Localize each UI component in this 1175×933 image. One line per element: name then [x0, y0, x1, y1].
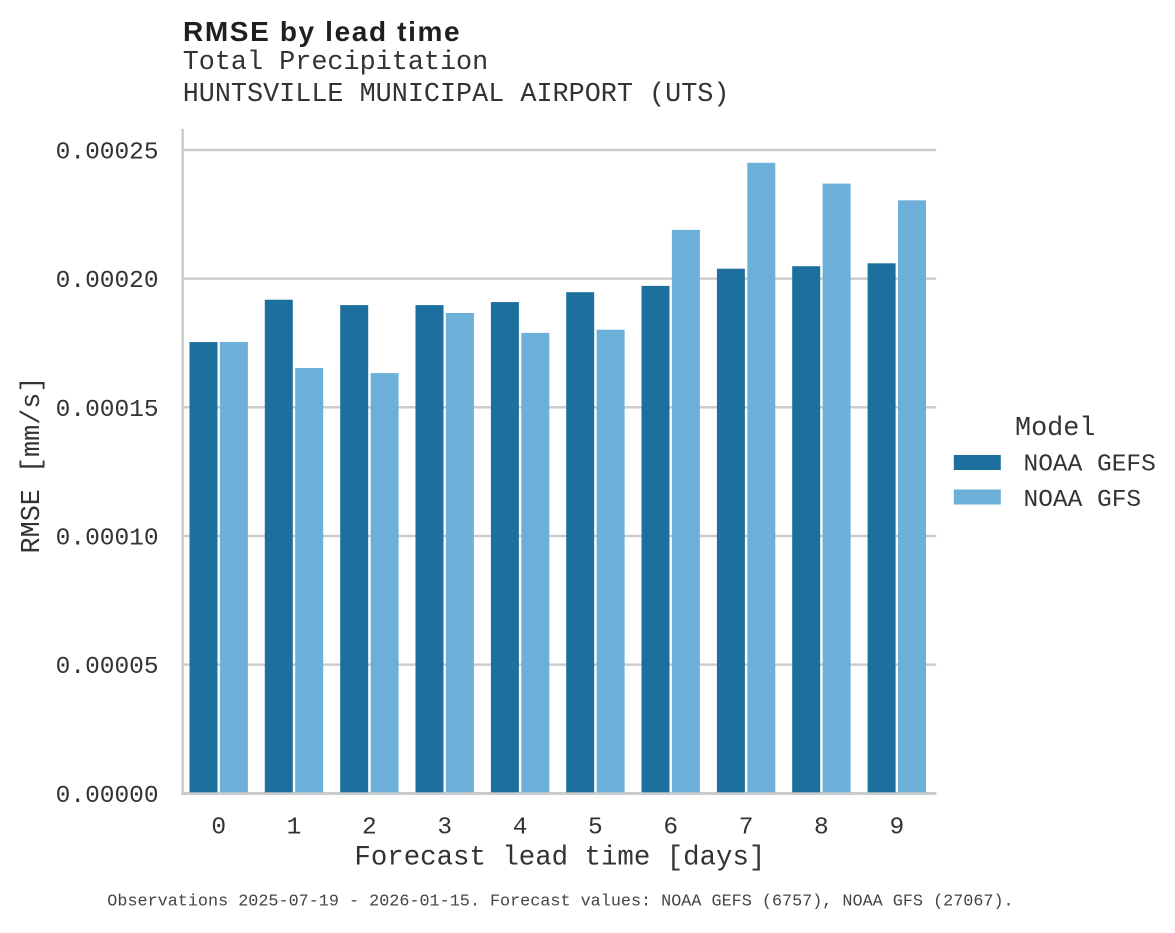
svg-text:1: 1 — [287, 815, 302, 842]
svg-text:0.00015: 0.00015 — [56, 397, 159, 424]
svg-text:8: 8 — [814, 815, 829, 842]
svg-text:0.00010: 0.00010 — [56, 526, 159, 553]
svg-text:Model: Model — [1015, 414, 1095, 444]
svg-text:0.00000: 0.00000 — [56, 783, 159, 810]
svg-text:0.00005: 0.00005 — [56, 654, 159, 681]
svg-text:6: 6 — [663, 815, 678, 842]
svg-text:7: 7 — [739, 815, 754, 842]
svg-text:Forecast lead time [days]: Forecast lead time [days] — [354, 843, 765, 874]
svg-text:3: 3 — [437, 815, 452, 842]
svg-text:0.00020: 0.00020 — [56, 268, 159, 295]
svg-text:Total Precipitation: Total Precipitation — [183, 48, 489, 78]
svg-text:5: 5 — [588, 815, 603, 842]
svg-text:HUNTSVILLE MUNICIPAL AIRPORT (: HUNTSVILLE MUNICIPAL AIRPORT (UTS) — [183, 80, 730, 110]
svg-text:NOAA GEFS: NOAA GEFS — [1024, 451, 1156, 478]
svg-text:0.00025: 0.00025 — [56, 140, 159, 167]
svg-text:NOAA GFS: NOAA GFS — [1024, 487, 1142, 514]
svg-text:RMSE [mm/s]: RMSE [mm/s] — [18, 377, 48, 554]
svg-text:4: 4 — [513, 815, 528, 842]
svg-text:0: 0 — [211, 815, 226, 842]
svg-text:Observations 2025-07-19 - 2026: Observations 2025-07-19 - 2026-01-15. Fo… — [107, 893, 1013, 912]
svg-text:2: 2 — [362, 815, 377, 842]
svg-text:9: 9 — [889, 815, 904, 842]
svg-text:RMSE by lead time: RMSE by lead time — [183, 16, 461, 47]
